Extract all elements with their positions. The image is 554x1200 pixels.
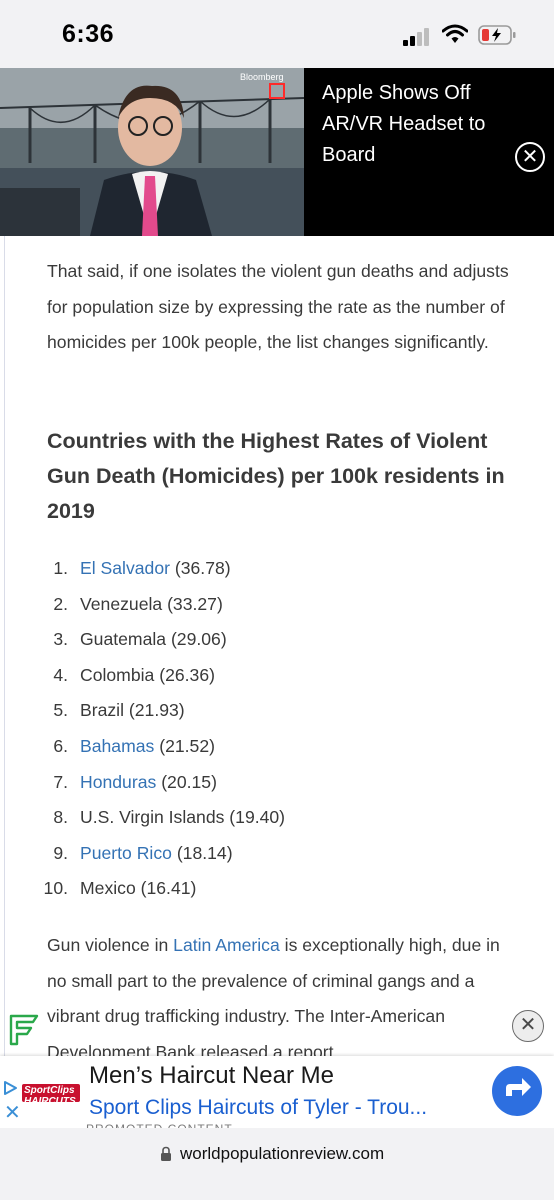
overlay-close-button[interactable]: ✕: [512, 1010, 544, 1042]
list-item: 2. Venezuela (33.27): [42, 587, 482, 623]
ad-choices-icon[interactable]: [2, 1080, 18, 1096]
country-name: Mexico: [80, 878, 136, 899]
rate-value: (19.40): [229, 807, 286, 828]
list-item: 8. U.S. Virgin Islands (19.40): [42, 800, 482, 836]
video-thumbnail[interactable]: Bloomberg: [0, 68, 304, 236]
cellular-signal-icon: [403, 28, 433, 46]
browser-url-bar[interactable]: worldpopulationreview.com: [0, 1128, 554, 1200]
rate-value: (18.14): [176, 842, 233, 863]
article-content: That said, if one isolates the violent g…: [0, 236, 554, 1056]
rate-value: (16.41): [140, 878, 197, 899]
content-left-border: [4, 236, 5, 1056]
list-item: 7. Honduras (20.15): [42, 765, 482, 801]
rate-value: (36.78): [174, 558, 231, 578]
status-time: 6:36: [62, 20, 115, 48]
ad-title[interactable]: Men’s Haircut Near Me: [89, 1062, 334, 1089]
ranking-list: 1. El Salvador (36.78) 2. Venezuela (33.27)…: [42, 551, 482, 907]
section-heading: Countries with the Highest Rates of Viol…: [47, 429, 505, 523]
list-item: 6. Bahamas (21.52): [42, 729, 482, 765]
news-anchor-thumbnail-image: Bloomberg: [0, 68, 304, 236]
country-name: Brazil: [80, 700, 124, 721]
video-title[interactable]: Apple Shows Off AR/VR Headset to Board: [322, 82, 486, 166]
rank-number: 6.: [53, 735, 68, 756]
rank-number: 3.: [53, 629, 68, 650]
country-link[interactable]: El Salvador: [80, 558, 170, 578]
ad-directions-button[interactable]: [492, 1066, 542, 1116]
wifi-icon: [442, 24, 468, 43]
rank-number: 8.: [53, 807, 68, 828]
rank-number: 1.: [53, 558, 68, 578]
video-ad-banner[interactable]: Bloomberg Apple Shows Off AR/VR Headset …: [0, 68, 554, 236]
country-name: U.S. Virgin Islands: [80, 807, 225, 828]
sportclips-logo-text: SportClips HAIRCUTS: [24, 1085, 76, 1107]
list-item: 5. Brazil (21.93): [42, 693, 482, 729]
closing-paragraph: Gun violence in Latin America is excepti…: [47, 928, 517, 1056]
rank-number: 9.: [53, 842, 68, 863]
latin-america-link[interactable]: Latin America: [173, 935, 280, 955]
bottom-ad-banner[interactable]: ✕ SportClips HAIRCUTS Men’s Haircut Near…: [0, 1056, 554, 1136]
list-item: 3. Guatemala (29.06): [42, 622, 482, 658]
list-item: 1. El Salvador (36.78): [42, 551, 482, 587]
lock-icon: [161, 1146, 171, 1161]
directions-arrow-icon: [506, 1078, 531, 1096]
rate-value: (20.15): [161, 771, 217, 792]
rank-number: 5.: [53, 700, 68, 721]
feedback-logo-icon[interactable]: [5, 1012, 41, 1048]
battery-low-charging-icon: [478, 25, 516, 45]
video-close-button[interactable]: ✕: [515, 142, 545, 172]
rate-value: (29.06): [170, 629, 227, 650]
sportclips-logo: SportClips HAIRCUTS: [22, 1084, 80, 1107]
country-name: Guatemala: [80, 629, 167, 650]
closing-text-after: is exceptionally high, due in no small p…: [47, 935, 500, 1056]
rank-number: 2.: [53, 593, 68, 614]
rate-value: (33.27): [167, 593, 223, 614]
rate-value: (21.52): [159, 735, 215, 756]
rate-value: (21.93): [128, 700, 185, 721]
list-item: 9. Puerto Rico (18.14): [42, 836, 482, 872]
country-link[interactable]: Puerto Rico: [80, 842, 172, 863]
rank-number: 10.: [43, 878, 68, 899]
list-item: 10. Mexico (16.41): [42, 871, 482, 907]
list-item: 4. Colombia (26.36): [42, 658, 482, 694]
status-bar: 6:36: [0, 0, 554, 68]
country-link[interactable]: Honduras: [80, 771, 157, 792]
ad-subtitle[interactable]: Sport Clips Haircuts of Tyler - Trou...: [89, 1096, 428, 1119]
country-link[interactable]: Bahamas: [80, 735, 155, 756]
closing-text-before: Gun violence in: [47, 935, 174, 955]
ad-close-button[interactable]: ✕: [4, 1102, 21, 1124]
country-name: Colombia: [80, 664, 155, 685]
bloomberg-watermark: Bloomberg: [240, 72, 284, 82]
rate-value: (26.36): [159, 664, 215, 685]
url-text[interactable]: worldpopulationreview.com: [180, 1144, 385, 1163]
rank-number: 4.: [53, 664, 68, 685]
country-name: Venezuela: [80, 593, 163, 614]
rank-number: 7.: [53, 771, 68, 792]
intro-paragraph: That said, if one isolates the violent g…: [47, 261, 509, 353]
